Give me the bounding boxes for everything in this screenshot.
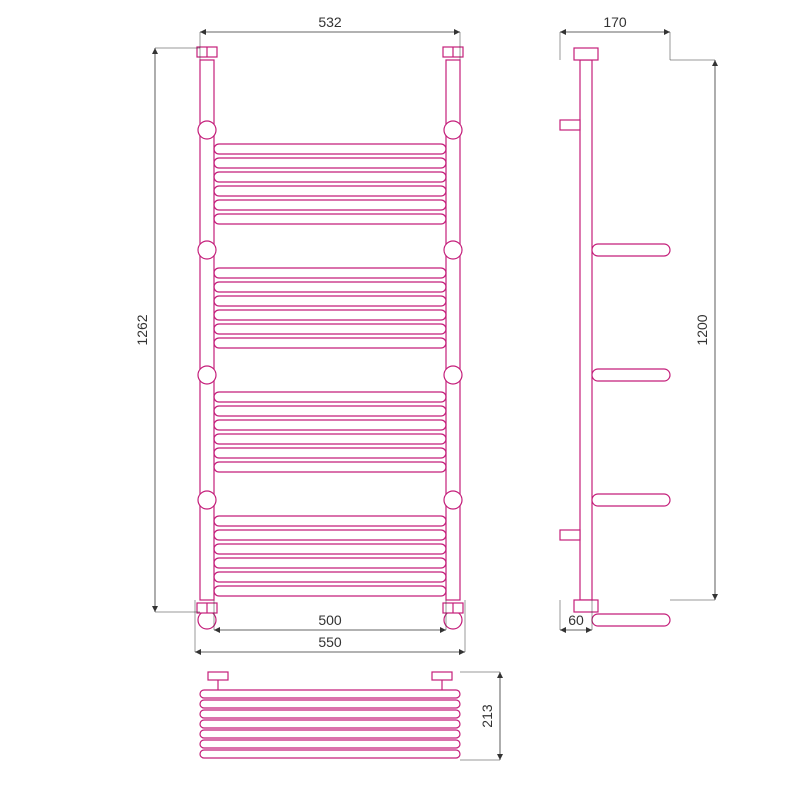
dimensions: 532 170 1262 1200 500 550 60 213: [134, 14, 718, 760]
dimension-label: 500: [318, 612, 342, 628]
dimension-label: 170: [603, 14, 627, 30]
dimension-label: 532: [318, 14, 342, 30]
dimension-vertical: 1200: [670, 60, 718, 600]
dimension-vertical: 1262: [134, 48, 200, 612]
dimension-horizontal: 500: [214, 600, 446, 633]
dimension-horizontal: 532: [200, 14, 460, 60]
technical-drawing: 532 170 1262 1200 500 550 60 213: [0, 0, 800, 800]
side-view: [560, 48, 670, 626]
dimension-vertical: 213: [460, 672, 503, 760]
dimension-label: 1200: [694, 314, 710, 345]
top-view: [200, 672, 460, 758]
dimension-label: 60: [568, 612, 584, 628]
dimension-label: 213: [479, 704, 495, 728]
dimension-label: 550: [318, 634, 342, 650]
front-view: [197, 47, 463, 629]
dimension-label: 1262: [134, 314, 150, 345]
